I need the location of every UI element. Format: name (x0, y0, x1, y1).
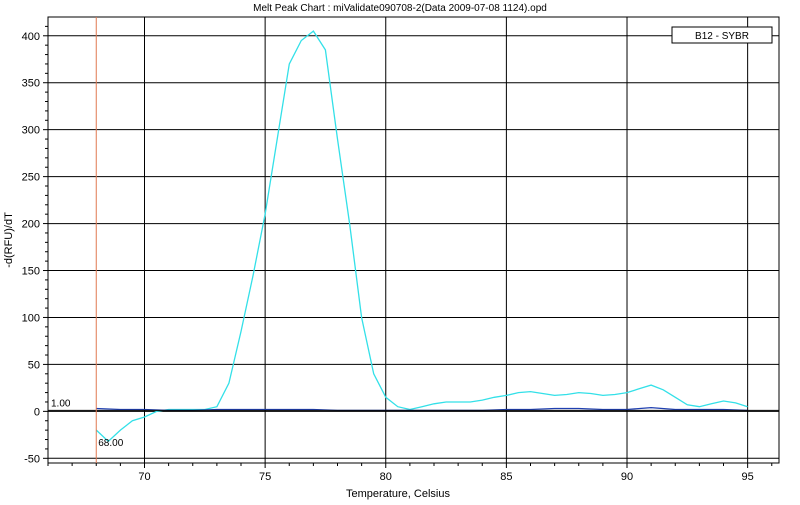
grid-lines (48, 17, 779, 463)
legend[interactable]: B12 - SYBR (671, 26, 773, 44)
x-tick-label: 70 (138, 471, 150, 483)
x-tick-label: 90 (621, 471, 633, 483)
y-tick-label: 200 (22, 219, 40, 231)
x-tick-label: 95 (742, 471, 754, 483)
y-tick-label: 100 (22, 312, 40, 324)
y-tick-label: 250 (22, 172, 40, 184)
temperature-marker-label: 68.00 (98, 438, 123, 449)
x-tick-label: 80 (380, 471, 392, 483)
y-tick-label: 50 (28, 359, 40, 371)
reference-lines: 1.00 68.00 (48, 17, 779, 463)
axes: 70 75 80 85 90 95 -50 0 50 100 150 200 250 300 350 400 (22, 25, 773, 483)
threshold-label: 1.00 (51, 398, 71, 409)
plot-frame (47, 16, 780, 464)
legend-box (671, 26, 773, 44)
y-tick-label: 0 (34, 406, 40, 418)
y-tick-label: 150 (22, 266, 40, 278)
chart-title: Melt Peak Chart : miValidate090708-2(Dat… (253, 3, 547, 14)
y-axis-title: -d(RFU)/dT (3, 212, 15, 268)
x-tick-label: 75 (259, 471, 271, 483)
x-tick-label: 85 (500, 471, 512, 483)
x-axis-title: Temperature, Celsius (346, 488, 450, 500)
legend-entry-label: B12 - SYBR (695, 31, 749, 42)
y-tick-label: 350 (22, 78, 40, 90)
y-tick-label: 300 (22, 125, 40, 137)
y-tick-label: -50 (24, 453, 40, 465)
y-tick-label: 400 (22, 31, 40, 43)
